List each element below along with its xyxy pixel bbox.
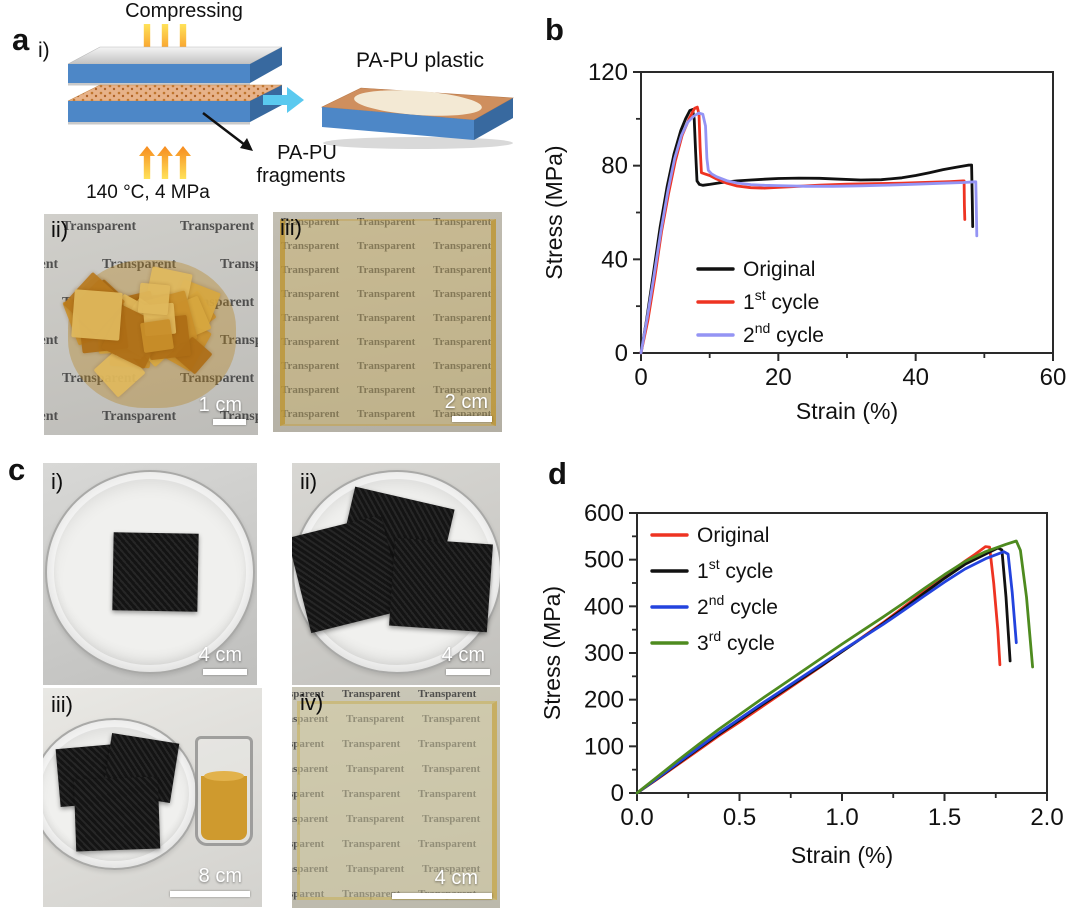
stress-strain-chart-b: 0 20 40 60 0 40 80 120 Strain (%) Stress (MPa) Ori… <box>541 59 1067 424</box>
product-label: PA-PU plastic <box>356 49 484 72</box>
photo-label: ii) <box>300 469 318 494</box>
panel-a-label: a <box>12 22 30 57</box>
process-arrow-icon <box>263 87 304 113</box>
compression-schematic: i) Compressing 140 °C, 4 MPa <box>38 0 515 203</box>
svg-text:0: 0 <box>611 780 624 807</box>
scale-bar <box>452 416 492 422</box>
svg-text:600: 600 <box>584 500 624 527</box>
svg-text:Stress (MPa): Stress (MPa) <box>540 586 565 720</box>
plastic-fragment <box>139 319 174 353</box>
panel-d-label: d <box>548 456 567 491</box>
svg-text:1.0: 1.0 <box>825 804 858 831</box>
pa-pu-plastic-slab <box>320 87 515 149</box>
plastic-fragment <box>137 282 171 316</box>
scale-bar-label: 2 cm <box>444 391 488 413</box>
scale-bar <box>213 419 246 425</box>
svg-text:20: 20 <box>765 364 792 391</box>
scale-bar-label: 4 cm <box>198 644 242 666</box>
svg-text:Strain (%): Strain (%) <box>796 398 898 424</box>
scale-bar <box>170 891 250 897</box>
pa-pu-film <box>280 219 496 426</box>
compress-up-arrows-icon <box>139 146 191 179</box>
svg-text:1st cycle: 1st cycle <box>697 556 773 583</box>
photo-label: i) <box>51 469 64 494</box>
photo-composite-pieces: ii) 4 cm <box>292 463 500 685</box>
svg-text:2nd cycle: 2nd cycle <box>697 592 778 619</box>
composite-square <box>389 537 493 633</box>
scale-bar-label: 8 cm <box>198 865 242 887</box>
svg-text:0.0: 0.0 <box>620 804 653 831</box>
plastic-fragment <box>71 289 124 341</box>
pa-pu-fragments-pile <box>54 244 246 420</box>
svg-text:Original: Original <box>697 524 769 547</box>
svg-text:400: 400 <box>584 593 624 620</box>
scale-bar-label: 4 cm <box>434 867 478 889</box>
solvent-beaker <box>195 736 253 846</box>
photo-label: ii) <box>51 217 69 242</box>
svg-text:0.5: 0.5 <box>723 804 756 831</box>
svg-text:3rd cycle: 3rd cycle <box>697 628 775 655</box>
panel-b-label: b <box>545 12 564 47</box>
svg-text:0: 0 <box>634 364 647 391</box>
photo-pieces-with-solvent: iii) 8 cm <box>43 688 262 907</box>
photo-label: iii) <box>51 692 73 717</box>
compressing-label: Compressing <box>125 0 243 22</box>
photo-label: iv) <box>300 690 324 715</box>
bottom-press-plate <box>67 84 283 125</box>
svg-text:1st cycle: 1st cycle <box>743 287 819 314</box>
scale-bar <box>446 669 490 675</box>
step-i-label: i) <box>38 39 50 62</box>
svg-text:40: 40 <box>601 246 628 273</box>
svg-text:100: 100 <box>584 733 624 760</box>
photo-label: iii) <box>280 215 302 240</box>
stress-strain-chart-d: 0.0 0.5 1.0 1.5 2.0 0 100 200 300 400 500 600 Strain… <box>540 500 1064 868</box>
photo-recovered-film: TransparentTransparentTransparentTranspa… <box>292 687 500 908</box>
svg-text:Original: Original <box>743 258 815 281</box>
panel-c-label: c <box>8 452 26 487</box>
photo-composite-intact: i) 4 cm <box>43 463 257 685</box>
condition-label: 140 °C, 4 MPa <box>86 182 210 203</box>
top-press-plate <box>67 46 283 86</box>
fragments-annotation-arrow-icon <box>202 112 253 151</box>
svg-text:0: 0 <box>615 340 628 367</box>
svg-text:Stress (MPa): Stress (MPa) <box>541 145 567 279</box>
amber-solvent <box>201 771 247 840</box>
scale-bar-label: 4 cm <box>441 644 485 666</box>
scale-bar <box>203 669 247 675</box>
svg-text:40: 40 <box>902 364 929 391</box>
svg-text:2nd cycle: 2nd cycle <box>743 320 824 347</box>
composite-square <box>73 776 161 852</box>
svg-text:2.0: 2.0 <box>1030 804 1063 831</box>
fragments-label-line1: PA-PU <box>277 142 337 164</box>
scale-bar-label: 1 cm <box>198 394 242 416</box>
svg-text:200: 200 <box>584 687 624 714</box>
svg-text:500: 500 <box>584 547 624 574</box>
composite-square <box>112 532 199 612</box>
svg-text:300: 300 <box>584 640 624 667</box>
svg-text:Strain (%): Strain (%) <box>791 842 893 868</box>
svg-text:60: 60 <box>1040 364 1067 391</box>
scale-bar <box>392 893 492 899</box>
svg-text:1.5: 1.5 <box>928 804 961 831</box>
photo-fragments-pile: TransparentTransparentTransparentTranspa… <box>44 214 258 435</box>
pa-pu-film <box>297 701 497 900</box>
svg-text:80: 80 <box>601 153 628 180</box>
photo-pressed-film: Transparent Transparent Transparent Transpa… <box>273 212 502 432</box>
svg-text:120: 120 <box>588 59 628 86</box>
fragments-label-line2: fragments <box>257 165 346 187</box>
